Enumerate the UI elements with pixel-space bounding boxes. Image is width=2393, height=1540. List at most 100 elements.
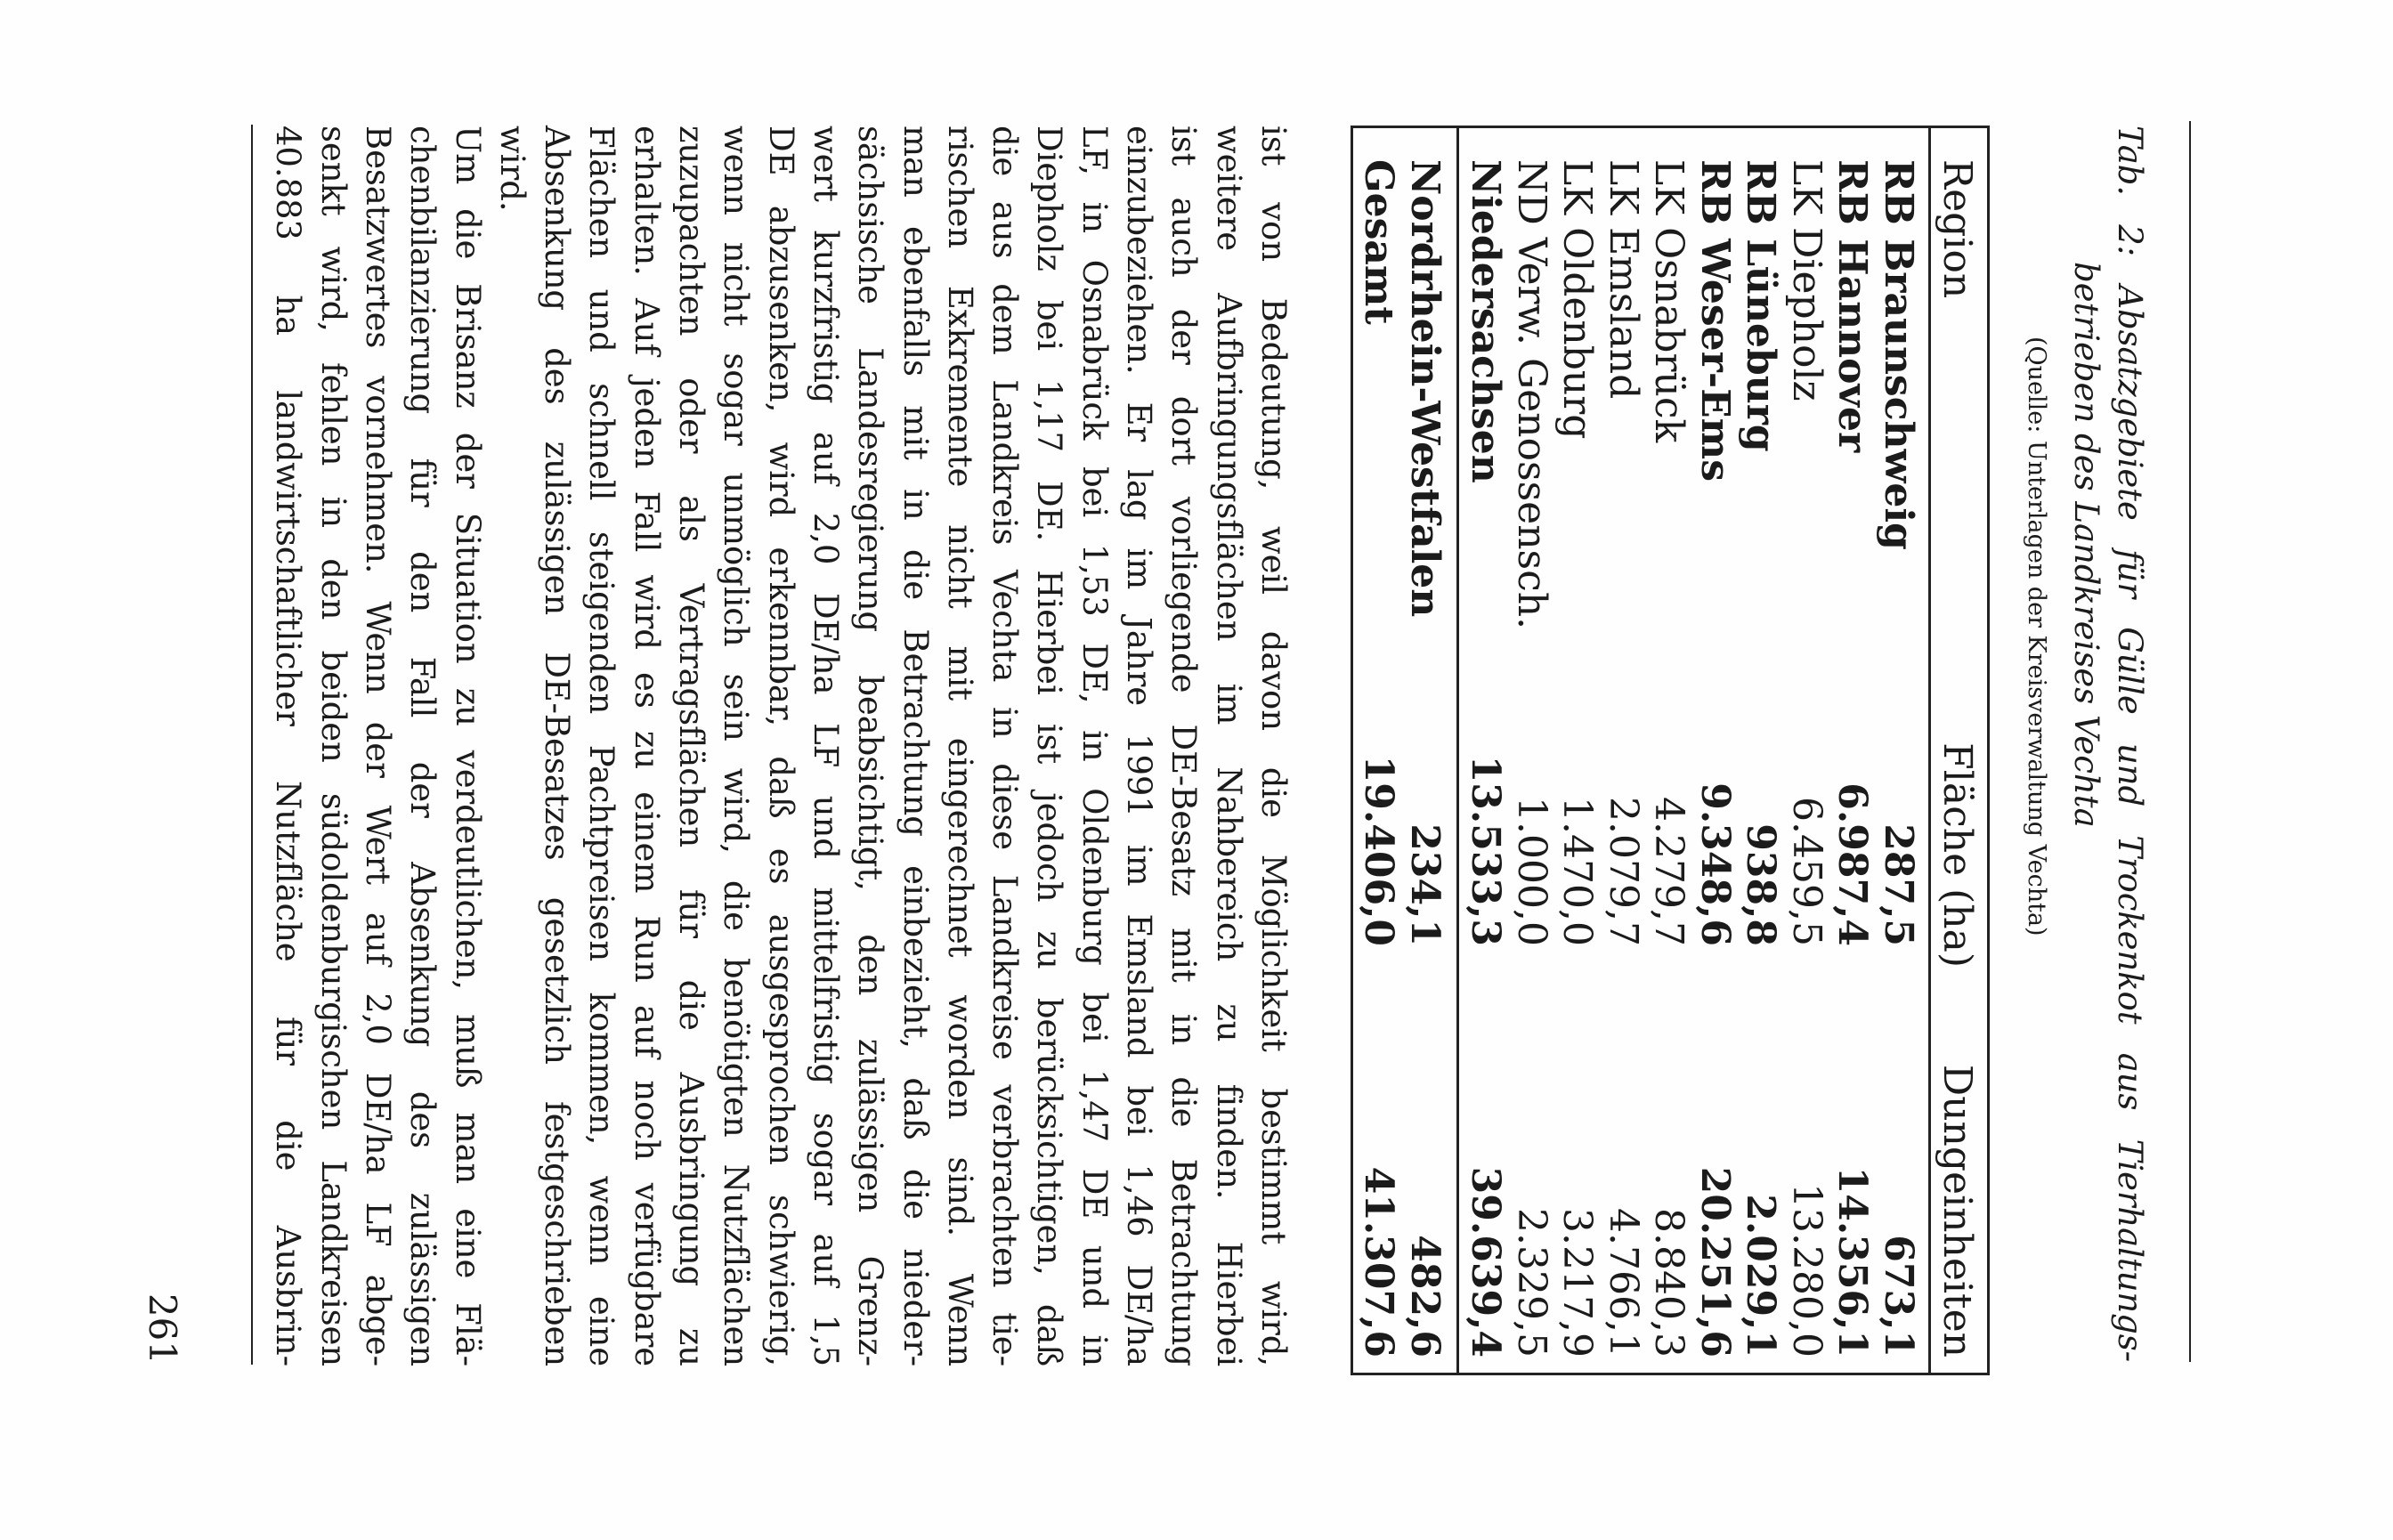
area-cell: 19.406,0 <box>1356 755 1402 946</box>
table-row: LK Osnabrück 4.279,7 8.840,3 <box>1646 159 1692 1358</box>
table-source: (Quelle: Unterlagen der Kreisverwaltung … <box>2023 336 2050 936</box>
table-row: LK Diepholz 6.459,5 13.280,0 <box>1784 159 1829 1358</box>
body-line-text: senkt wird, fehlen in den beiden südolde… <box>313 126 353 1366</box>
body-line-text: Diepholz bei 1,17 DE. Hierbei ist jedoch… <box>1030 126 1069 1366</box>
body-line: rischen Exkremente nicht mit eingerechne… <box>937 126 982 1366</box>
body-line: DE abzusenken, wird erkennbar, daß es au… <box>758 126 802 1366</box>
body-line-text: Absenkung des zulässigen DE-Besatzes ges… <box>538 126 577 1366</box>
table-separator <box>1456 128 1459 1373</box>
body-line-text: DE abzusenken, wird erkennbar, daß es au… <box>761 126 800 1366</box>
body-line: Flächen und schnell steigenden Pachtprei… <box>579 126 623 1366</box>
body-line-text: Besatzwertes vornehmen. Wenn der Wert au… <box>359 126 397 1366</box>
area-cell: 938,8 <box>1738 823 1784 946</box>
area-cell: 6.459,5 <box>1784 797 1829 946</box>
table-row: Gesamt 19.406,0 41.307,6 <box>1356 159 1402 1358</box>
body-line-text: man ebenfalls mit in die Betrachtung ein… <box>896 126 935 1366</box>
region-cell: Gesamt <box>1356 159 1402 325</box>
body-line: sächsische Landesregierung beabsichtigt,… <box>848 126 892 1366</box>
body-line-text: die aus dem Landkreis Vechta in diese La… <box>986 126 1025 1366</box>
body-line-text: Flächen und schnell steigenden Pachtprei… <box>582 126 621 1366</box>
body-line-text: rischen Exkremente nicht mit eingerechne… <box>940 126 979 1366</box>
body-line-text: wird. <box>492 126 531 212</box>
body-line: wird. <box>490 126 534 1366</box>
region-cell: ND Verw. Genossensch. <box>1509 159 1554 630</box>
body-line-text: erhalten. Auf jeden Fall wird es zu eine… <box>627 126 666 1366</box>
body-line: weitere Aufbringungsflächen im Nahbereic… <box>1205 126 1250 1366</box>
units-cell: 673,1 <box>1876 1235 1921 1358</box>
units-cell: 20.251,6 <box>1692 1166 1738 1358</box>
header-region: Region <box>1935 159 1980 299</box>
units-cell: 482,6 <box>1402 1235 1448 1358</box>
body-line: wenn nicht sogar unmöglich sein wird, di… <box>713 126 758 1366</box>
table-header: Region Fläche (ha) Dungeinheiten <box>1928 128 1987 1373</box>
region-cell: LK Oldenburg <box>1554 159 1601 440</box>
units-cell: 41.307,6 <box>1356 1166 1402 1358</box>
body-line-text: Um die Brisanz der Situation zu verdeutl… <box>448 126 487 1366</box>
area-cell: 9.348,6 <box>1692 782 1738 946</box>
body-line: Besatzwertes vornehmen. Wenn der Wert au… <box>355 126 400 1366</box>
table-row: ND Verw. Genossensch. 1.000,0 2.329,5 <box>1509 159 1554 1358</box>
body-line: chenbilanzierung für den Fall der Absenk… <box>400 126 444 1366</box>
area-cell: 13.533,3 <box>1463 755 1509 946</box>
header-area: Fläche (ha) <box>1935 742 1980 968</box>
body-line-text: einzubeziehen. Er lag im Jahre 1991 im E… <box>1120 126 1159 1366</box>
body-line: zuzupachten oder als Vertragsflächen für… <box>669 126 713 1366</box>
units-cell: 14.356,1 <box>1829 1166 1876 1358</box>
area-cell: 6.987,4 <box>1829 782 1876 946</box>
region-cell: RB Braunschweig <box>1876 159 1921 550</box>
region-cell: LK Diepholz <box>1784 159 1829 401</box>
caption-text: betrieben des Landkreises Vechta <box>2067 262 2105 828</box>
body-line-text: chenbilanzierung für den Fall der Absenk… <box>403 126 442 1366</box>
body-line-text: LF, in Osnabrück bei 1,53 DE, in Oldenbu… <box>1075 126 1114 1366</box>
top-rule <box>2189 121 2191 1362</box>
body-line-text: weitere Aufbringungsflächen im Nahbereic… <box>1209 126 1248 1366</box>
body-line: man ebenfalls mit in die Betrachtung ein… <box>892 126 937 1366</box>
area-cell: 234,1 <box>1402 823 1448 946</box>
area-cell: 287,5 <box>1876 823 1921 946</box>
table-row: RB Braunschweig 287,5 673,1 <box>1876 159 1921 1358</box>
units-cell: 4.766,1 <box>1601 1208 1646 1358</box>
body-line-text: zuzupachten oder als Vertragsflächen für… <box>672 126 711 1366</box>
bottom-rule <box>251 125 253 1365</box>
body-line: erhalten. Auf jeden Fall wird es zu eine… <box>624 126 669 1366</box>
body-line: wert kurzfristig auf 2,0 DE/ha LF und mi… <box>803 126 848 1366</box>
body-line: die aus dem Landkreis Vechta in diese La… <box>982 126 1026 1366</box>
units-cell: 2.329,5 <box>1509 1208 1554 1358</box>
region-cell: RB Lüneburg <box>1738 159 1784 452</box>
body-line: ist auch der dort vorliegende DE-Besatz … <box>1161 126 1205 1366</box>
region-cell: RB Hannover <box>1829 159 1876 453</box>
table-row: RB Hannover 6.987,4 14.356,1 <box>1829 159 1876 1358</box>
table-caption-line1: Tab. 2: Absatzgebiete für Gülle und Troc… <box>2107 126 2152 1362</box>
table-caption-line2: betrieben des Landkreises Vechta <box>2064 262 2108 1362</box>
area-cell: 1.470,0 <box>1554 797 1601 946</box>
table-row: Niedersachsen 13.533,3 39.639,4 <box>1463 159 1509 1358</box>
table-row: LK Oldenburg 1.470,0 3.217,9 <box>1554 159 1601 1358</box>
body-line: einzubeziehen. Er lag im Jahre 1991 im E… <box>1116 126 1161 1366</box>
region-cell: LK Emsland <box>1601 159 1646 400</box>
body-line: Diepholz bei 1,17 DE. Hierbei ist jedoch… <box>1026 126 1071 1366</box>
data-table: Region Fläche (ha) Dungeinheiten RB Brau… <box>1351 126 1990 1375</box>
page-number: 261 <box>141 1293 184 1365</box>
units-cell: 2.029,1 <box>1738 1194 1784 1358</box>
table-row: RB Weser-Ems 9.348,6 20.251,6 <box>1692 159 1738 1358</box>
body-line-text: ist von Bedeutung, weil davon die Möglic… <box>1254 126 1293 1366</box>
header-units: Dungeinheiten <box>1935 1064 1980 1358</box>
caption-text: Tab. 2: Absatzgebiete für Gülle und Troc… <box>2111 126 2149 1362</box>
body-line: Absenkung des zulässigen DE-Besatzes ges… <box>534 126 579 1366</box>
body-line-text: wert kurzfristig auf 2,0 DE/ha LF und mi… <box>807 126 845 1366</box>
area-cell: 2.079,7 <box>1601 797 1646 946</box>
region-cell: LK Osnabrück <box>1646 159 1692 443</box>
body-line-text: sächsische Landesregierung beabsichtigt,… <box>851 126 890 1366</box>
body-line: 40.883 ha landwirtschaftlicher Nutzfläch… <box>265 126 310 1366</box>
header-row: Region Fläche (ha) Dungeinheiten <box>1935 159 1980 1358</box>
body-line-text: ist auch der dort vorliegende DE-Besatz … <box>1164 126 1204 1366</box>
body-line-text: 40.883 ha landwirtschaftlicher Nutzfläch… <box>269 126 308 1366</box>
region-cell: RB Weser-Ems <box>1692 159 1738 482</box>
units-cell: 8.840,3 <box>1646 1208 1692 1358</box>
region-cell: Nordrhein-Westfalen <box>1402 159 1448 618</box>
region-cell: Niedersachsen <box>1463 159 1509 483</box>
area-cell: 1.000,0 <box>1509 797 1554 946</box>
body-line: senkt wird, fehlen in den beiden südolde… <box>310 126 354 1366</box>
body-line: Um die Brisanz der Situation zu verdeutl… <box>444 126 489 1366</box>
